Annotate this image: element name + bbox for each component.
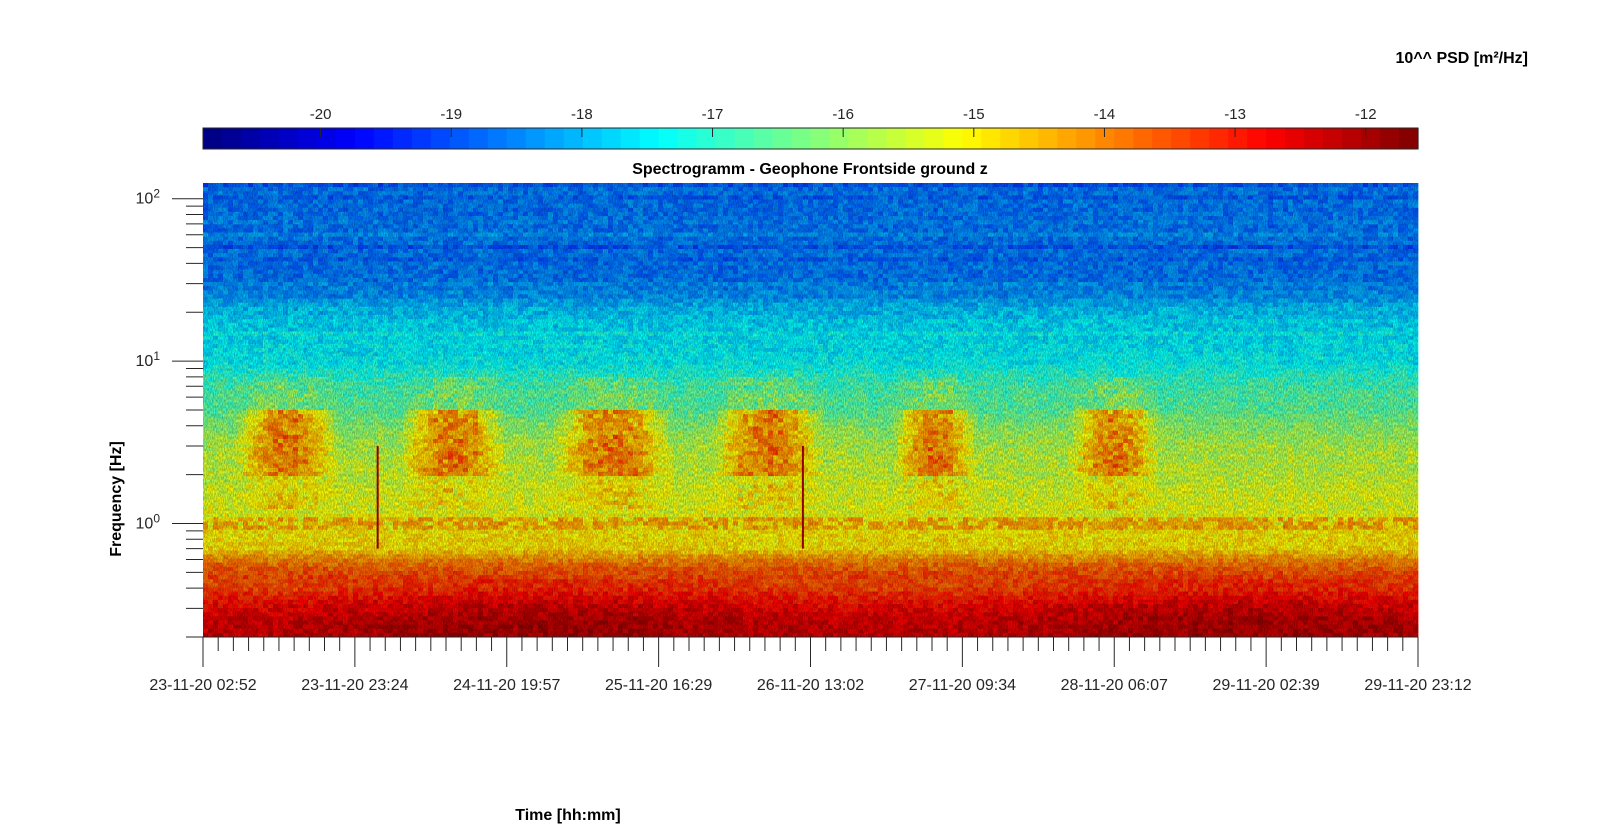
colorbar-segment — [1095, 128, 1115, 149]
colorbar-frame — [202, 127, 1419, 150]
colorbar — [202, 127, 1419, 150]
colorbar-ticks: -20 -19 -18 -17 -16 -15 -14 -13 -12 — [310, 106, 1377, 137]
colorbar-segment — [449, 128, 470, 149]
colorbar-segment — [886, 128, 907, 149]
colorbar-segment — [1247, 128, 1267, 149]
colorbar-segment — [1323, 128, 1343, 149]
colorbar-segment — [772, 128, 793, 149]
colorbar-segment — [715, 128, 736, 149]
colorbar-tick-label: -19 — [440, 106, 462, 123]
colorbar-segment — [924, 128, 944, 149]
colorbar-segment — [1228, 128, 1248, 149]
colorbar-tick-label: -14 — [1094, 106, 1116, 123]
colorbar-segment — [1019, 128, 1039, 149]
colorbar-segment — [1266, 128, 1286, 149]
colorbar-label: 10^^ PSD [m²/Hz] — [1396, 50, 1528, 67]
colorbar-tick-label: -15 — [963, 106, 985, 123]
colorbar-segment — [1114, 128, 1134, 149]
colorbar-segment — [1038, 128, 1058, 149]
colorbar-segment — [1133, 128, 1153, 149]
colorbar-segment — [1152, 128, 1172, 149]
colorbar-segment — [620, 128, 641, 149]
colorbar-segment — [1304, 128, 1324, 149]
colorbar-segment — [848, 128, 869, 149]
colorbar-segment — [563, 128, 584, 149]
colorbar-segment — [468, 128, 489, 149]
colorbar-segment — [962, 128, 982, 149]
colorbar-segment — [316, 128, 337, 149]
colorbar-segment — [335, 128, 356, 149]
colorbar-segment — [791, 128, 812, 149]
colorbar-segment — [373, 128, 394, 149]
colorbar-segment — [1076, 128, 1096, 149]
colorbar-segment — [867, 128, 888, 149]
colorbar-segment — [411, 128, 432, 149]
colorbar-segment — [1380, 128, 1400, 149]
colorbar-segment — [1190, 128, 1210, 149]
colorbar-segment — [203, 128, 223, 149]
colorbar-segment — [943, 128, 963, 149]
colorbar-segment — [658, 128, 679, 149]
colorbar-segment — [544, 128, 565, 149]
colorbar-segment — [829, 128, 850, 149]
colorbar-segment — [734, 128, 755, 149]
colorbar-segment — [1209, 128, 1229, 149]
colorbar-segment — [639, 128, 660, 149]
colorbar-segment — [981, 128, 1001, 149]
colorbar-segment — [487, 128, 508, 149]
colorbar-segment — [810, 128, 831, 149]
chart-title: Spectrogramm - Geophone Frontside ground… — [632, 161, 988, 178]
colorbar-tick-label: -17 — [702, 106, 724, 123]
colorbar-segment — [259, 128, 280, 149]
colorbar-tick-label: -12 — [1355, 106, 1377, 123]
colorbar-segment — [1399, 128, 1419, 149]
colorbar-segment — [1361, 128, 1381, 149]
colorbar-segment — [525, 128, 546, 149]
colorbar-segment — [297, 128, 318, 149]
colorbar-segment — [601, 128, 622, 149]
colorbar-segment — [677, 128, 698, 149]
colorbar-tick-label: -13 — [1224, 106, 1246, 123]
colorbar-segment — [1000, 128, 1020, 149]
colorbar-segment — [392, 128, 413, 149]
colorbar-segment — [354, 128, 375, 149]
colorbar-tick-label: -16 — [832, 106, 854, 123]
colorbar-segment — [582, 128, 603, 149]
colorbar-segment — [430, 128, 451, 149]
colorbar-segment — [240, 128, 261, 149]
colorbar-tick-label: -18 — [571, 106, 593, 123]
colorbar-segment — [221, 128, 242, 149]
colorbar-segment — [1342, 128, 1362, 149]
colorbar-segment — [905, 128, 925, 149]
colorbar-tick-label: -20 — [310, 106, 332, 123]
colorbar-segment — [1285, 128, 1305, 149]
colorbar-segment — [1171, 128, 1191, 149]
colorbar-segment — [753, 128, 774, 149]
colorbar-segment — [696, 128, 717, 149]
colorbar-segment — [1057, 128, 1077, 149]
colorbar-segment — [278, 128, 299, 149]
colorbar-segment — [506, 128, 527, 149]
